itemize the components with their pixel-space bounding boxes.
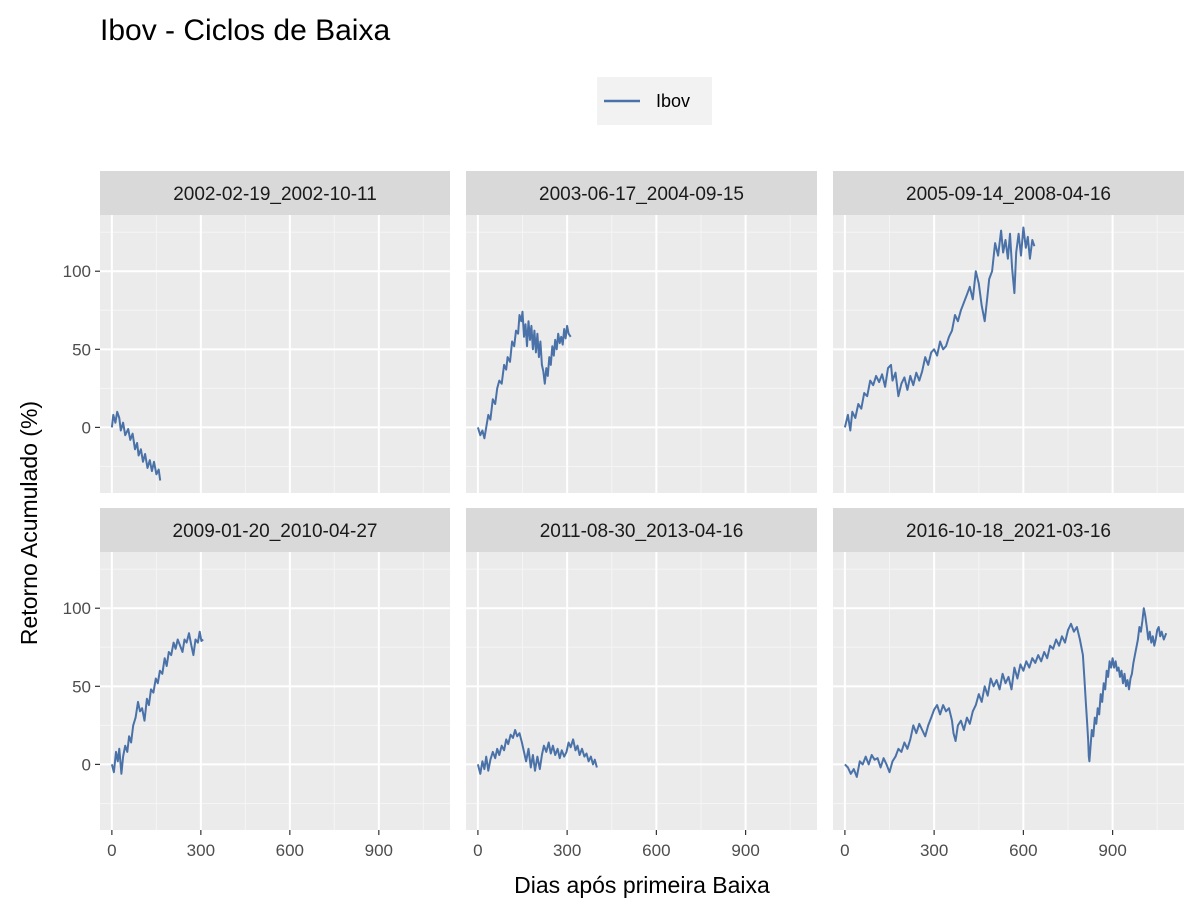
facet-strip: [466, 508, 817, 552]
x-tick-label: 600: [1009, 841, 1037, 860]
facet-strip-label: 2009-01-20_2010-04-27: [173, 521, 378, 542]
series-line-ibov: [843, 226, 1036, 432]
series-line-ibov: [110, 630, 204, 775]
facet-strip-label: 2011-08-30_2013-04-16: [540, 521, 744, 542]
x-tick-label: 900: [1098, 841, 1126, 860]
y-axis-title: Retorno Acumulado (%): [16, 401, 42, 645]
facet-strip: [833, 508, 1184, 552]
x-tick-label: 0: [107, 841, 116, 860]
panel-background: [100, 215, 450, 493]
facet-panel-3: 2005-09-14_2008-04-16: [833, 171, 1184, 493]
x-tick-label: 0: [473, 841, 482, 860]
facet-panels: 2002-02-19_2002-10-11 0 50 100 2003-06-17_20…: [63, 171, 1184, 860]
legend: Ibov: [597, 77, 712, 125]
panel-background: [466, 552, 817, 830]
facet-strip: [100, 508, 450, 552]
x-tick-label: 0: [840, 841, 849, 860]
panel-background: [466, 215, 817, 493]
x-tick-label: 300: [553, 841, 581, 860]
y-tick-label: 50: [72, 677, 91, 696]
facet-strip-label: 2003-06-17_2004-09-15: [539, 184, 744, 205]
panel-background: [833, 215, 1184, 493]
x-tick-label: 900: [731, 841, 759, 860]
series-line-ibov: [476, 729, 598, 775]
facet-strip: [100, 171, 450, 215]
y-tick-label: 50: [72, 340, 91, 359]
series-line-ibov: [844, 607, 1168, 778]
y-tick-label: 0: [82, 755, 91, 774]
legend-label-ibov: Ibov: [656, 91, 690, 111]
series-line-ibov: [110, 410, 162, 481]
y-tick-label: 100: [63, 599, 91, 618]
series-line-ibov: [476, 310, 572, 440]
facet-strip: [833, 171, 1184, 215]
panel-background: [100, 552, 450, 830]
y-tick-label: 100: [63, 262, 91, 281]
facet-panel-2: 2003-06-17_2004-09-15: [466, 171, 817, 493]
chart-title: Ibov - Ciclos de Baixa: [100, 14, 390, 47]
facet-panel-6: 2016-10-18_2021-03-16 0 300 600 900: [833, 508, 1184, 860]
x-tick-label: 300: [920, 841, 948, 860]
x-tick-label: 900: [365, 841, 393, 860]
x-axis-title: Dias após primeira Baixa: [514, 872, 770, 898]
x-tick-label: 600: [642, 841, 670, 860]
y-tick-label: 0: [82, 418, 91, 437]
x-tick-label: 600: [276, 841, 304, 860]
facet-panel-5: 2011-08-30_2013-04-16 0 300 600 900: [466, 508, 817, 860]
facet-strip-label: 2016-10-18_2021-03-16: [906, 521, 1111, 542]
facet-panel-4: 2009-01-20_2010-04-27 0 50 100 0 300 600 900: [63, 508, 450, 860]
panel-background: [833, 552, 1184, 830]
facet-strip-label: 2002-02-19_2002-10-11: [173, 184, 377, 205]
facet-strip: [466, 171, 817, 215]
facet-panel-1: 2002-02-19_2002-10-11 0 50 100: [63, 171, 450, 493]
x-tick-label: 300: [187, 841, 215, 860]
facet-strip-label: 2005-09-14_2008-04-16: [906, 184, 1111, 205]
